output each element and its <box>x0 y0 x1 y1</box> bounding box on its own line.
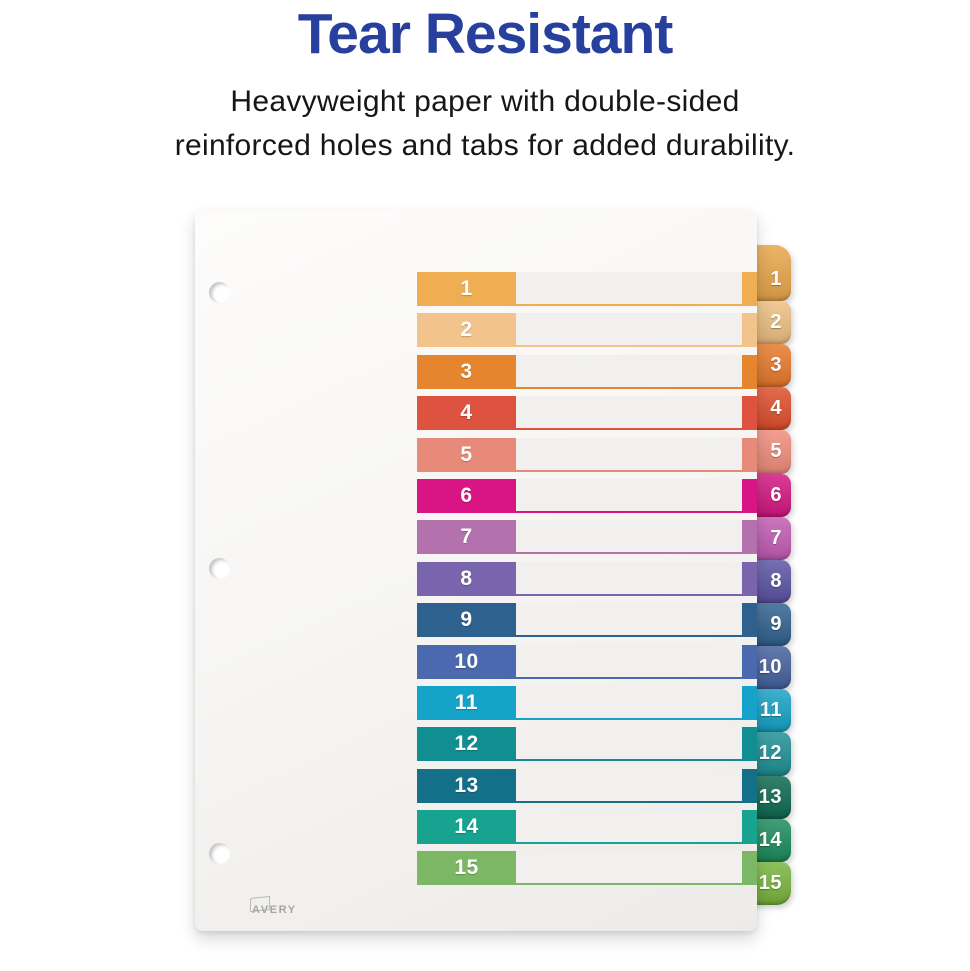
punched-hole <box>209 843 230 864</box>
row-edge-mark <box>742 437 757 472</box>
toc-row: 4 <box>417 396 757 431</box>
row-writing-line <box>516 272 742 306</box>
row-writing-line <box>516 768 742 803</box>
tab-number: 14 <box>758 828 782 851</box>
row-number-block: 10 <box>417 644 516 679</box>
row-writing-line <box>516 727 742 762</box>
row-writing-line <box>516 561 742 596</box>
row-writing-line <box>516 520 742 555</box>
tab-number: 1 <box>770 267 782 290</box>
row-edge-mark <box>742 354 757 389</box>
row-writing-line <box>516 437 742 472</box>
row-writing-line <box>516 603 742 638</box>
row-edge-mark <box>742 396 757 431</box>
tab-number: 4 <box>770 397 782 420</box>
toc-row: 13 <box>417 768 757 803</box>
row-number-block: 14 <box>417 810 516 845</box>
toc-row: 9 <box>417 603 757 638</box>
subtitle: Heavyweight paper with double-sided rein… <box>0 80 970 168</box>
row-number-block: 12 <box>417 727 516 762</box>
row-number-block: 2 <box>417 313 516 348</box>
row-number-block: 13 <box>417 768 516 803</box>
avery-logo-text: AVERY <box>252 904 297 916</box>
row-edge-mark <box>742 851 757 886</box>
row-edge-mark <box>742 603 757 638</box>
divider-sheet: 1 2 3 4 5 <box>195 210 757 931</box>
table-of-contents-rows: 1 2 3 4 5 <box>417 272 757 886</box>
row-number-block: 11 <box>417 685 516 720</box>
toc-row: 3 <box>417 354 757 389</box>
toc-row: 8 <box>417 561 757 596</box>
tab-number: 3 <box>770 354 782 377</box>
row-edge-mark <box>742 644 757 679</box>
row-number-block: 8 <box>417 561 516 596</box>
row-writing-line <box>516 685 742 720</box>
toc-row: 15 <box>417 851 757 886</box>
punched-hole <box>209 282 230 303</box>
row-number-block: 4 <box>417 396 516 431</box>
row-number-block: 7 <box>417 520 516 555</box>
tab-number: 11 <box>759 699 782 722</box>
toc-row: 5 <box>417 437 757 472</box>
tab-number: 5 <box>770 440 782 463</box>
row-writing-line <box>516 478 742 513</box>
tab-number: 9 <box>770 613 782 636</box>
toc-row: 7 <box>417 520 757 555</box>
subtitle-line-1: Heavyweight paper with double-sided <box>230 85 740 118</box>
row-edge-mark <box>742 685 757 720</box>
row-edge-mark <box>742 768 757 803</box>
row-writing-line <box>516 810 742 845</box>
tab-number: 2 <box>770 311 782 334</box>
tab-number: 12 <box>758 742 782 765</box>
row-number-block: 3 <box>417 354 516 389</box>
toc-row: 11 <box>417 685 757 720</box>
page-title: Tear Resistant <box>297 2 674 66</box>
row-edge-mark <box>742 313 757 348</box>
tab-number: 10 <box>758 656 782 679</box>
row-number-block: 5 <box>417 437 516 472</box>
toc-row: 2 <box>417 313 757 348</box>
subtitle-line-2: reinforced holes and tabs for added dura… <box>174 129 796 162</box>
row-edge-mark <box>742 478 757 513</box>
row-edge-mark <box>742 520 757 555</box>
toc-row: 10 <box>417 644 757 679</box>
row-writing-line <box>516 644 742 679</box>
tab-number: 15 <box>758 871 782 894</box>
row-edge-mark <box>742 561 757 596</box>
row-edge-mark <box>742 810 757 845</box>
row-edge-mark <box>742 272 757 306</box>
row-number-block: 6 <box>417 478 516 513</box>
toc-row: 12 <box>417 727 757 762</box>
row-number-block: 15 <box>417 851 516 886</box>
row-writing-line <box>516 851 742 886</box>
toc-row: 1 <box>417 272 757 306</box>
tab-number: 8 <box>770 569 782 592</box>
punched-hole <box>209 558 230 579</box>
row-writing-line <box>516 313 742 348</box>
toc-row: 14 <box>417 810 757 845</box>
row-number-block: 1 <box>417 272 516 306</box>
tab-number: 6 <box>770 483 782 506</box>
row-writing-line <box>516 396 742 431</box>
toc-row: 6 <box>417 478 757 513</box>
row-number-block: 9 <box>417 603 516 638</box>
header: Tear Resistant Heavyweight paper with do… <box>0 0 970 168</box>
row-writing-line <box>516 354 742 389</box>
row-edge-mark <box>742 727 757 762</box>
tab-number: 13 <box>758 785 782 808</box>
tab-number: 7 <box>770 526 782 549</box>
avery-logo: AVERY <box>249 895 320 924</box>
